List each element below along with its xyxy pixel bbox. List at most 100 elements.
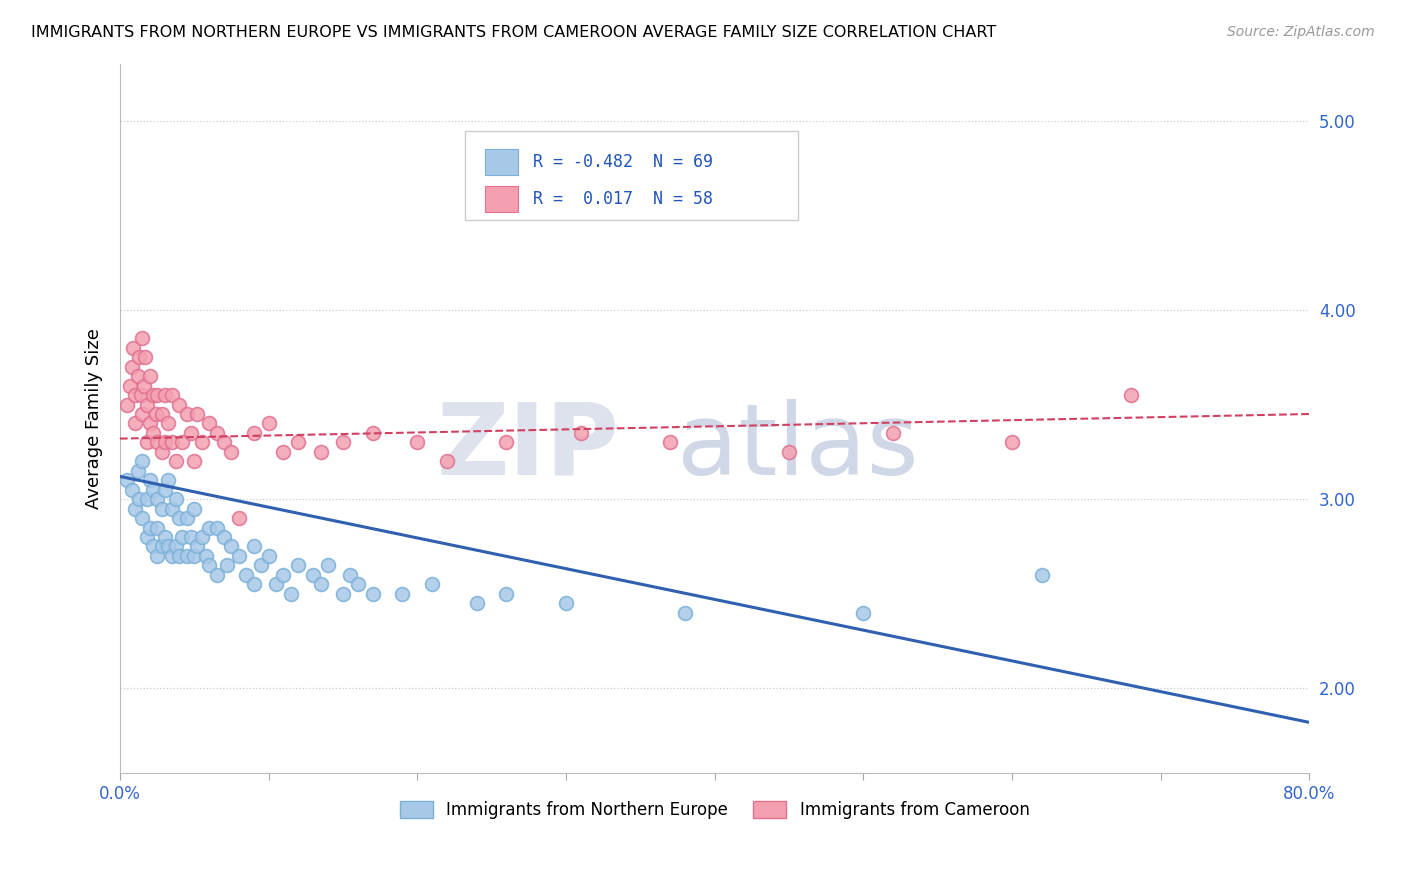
Point — [124, 501, 146, 516]
Point — [150, 501, 173, 516]
Point — [186, 407, 208, 421]
Point — [160, 501, 183, 516]
Point — [153, 435, 176, 450]
Point — [250, 558, 273, 573]
Point — [495, 587, 517, 601]
Point — [309, 445, 332, 459]
Point — [280, 587, 302, 601]
Point — [121, 483, 143, 497]
Point — [406, 435, 429, 450]
Point — [495, 435, 517, 450]
Point — [212, 530, 235, 544]
Point — [122, 341, 145, 355]
Point — [127, 464, 149, 478]
Point — [228, 549, 250, 563]
Point — [150, 445, 173, 459]
Point — [235, 567, 257, 582]
Point — [156, 540, 179, 554]
Point — [156, 473, 179, 487]
FancyBboxPatch shape — [485, 186, 519, 211]
Point — [180, 425, 202, 440]
Point — [198, 417, 221, 431]
Point — [273, 445, 295, 459]
Point — [1001, 435, 1024, 450]
Point — [128, 351, 150, 365]
Point — [205, 425, 228, 440]
Legend: Immigrants from Northern Europe, Immigrants from Cameroon: Immigrants from Northern Europe, Immigra… — [392, 794, 1036, 825]
Point — [132, 378, 155, 392]
Point — [257, 549, 280, 563]
Point — [465, 596, 488, 610]
Point — [176, 549, 198, 563]
Point — [120, 378, 142, 392]
Point — [146, 492, 169, 507]
Point — [129, 388, 152, 402]
FancyBboxPatch shape — [465, 131, 797, 220]
Point — [287, 435, 309, 450]
Point — [138, 417, 160, 431]
Text: Source: ZipAtlas.com: Source: ZipAtlas.com — [1227, 25, 1375, 39]
Point — [391, 587, 413, 601]
Point — [195, 549, 218, 563]
Point — [659, 435, 682, 450]
Point — [169, 549, 191, 563]
Point — [135, 530, 157, 544]
Point — [169, 398, 191, 412]
Point — [153, 483, 176, 497]
Point — [160, 549, 183, 563]
Point — [205, 520, 228, 534]
Point — [242, 577, 264, 591]
Point — [180, 530, 202, 544]
Point — [309, 577, 332, 591]
Point — [169, 511, 191, 525]
Point — [316, 558, 339, 573]
Point — [221, 445, 243, 459]
Point — [273, 567, 295, 582]
Point — [257, 417, 280, 431]
Point — [146, 388, 169, 402]
Point — [287, 558, 309, 573]
Point — [142, 540, 165, 554]
Point — [1031, 567, 1053, 582]
Point — [156, 417, 179, 431]
Point — [221, 540, 243, 554]
Point — [135, 435, 157, 450]
Point — [160, 435, 183, 450]
Point — [302, 567, 325, 582]
Point — [436, 454, 458, 468]
Point — [190, 530, 212, 544]
Text: R = -0.482  N = 69: R = -0.482 N = 69 — [533, 153, 713, 171]
Point — [166, 492, 188, 507]
Point — [153, 388, 176, 402]
Point — [1119, 388, 1142, 402]
Point — [215, 558, 238, 573]
Point — [131, 511, 153, 525]
Point — [124, 417, 146, 431]
Point — [131, 331, 153, 345]
Point — [172, 530, 194, 544]
Point — [135, 492, 157, 507]
Point — [146, 520, 169, 534]
Text: ZIP: ZIP — [437, 399, 620, 496]
Point — [332, 587, 354, 601]
Point — [339, 567, 361, 582]
Point — [198, 520, 221, 534]
FancyBboxPatch shape — [485, 149, 519, 175]
Text: atlas: atlas — [678, 399, 918, 496]
Point — [569, 425, 592, 440]
Point — [160, 388, 183, 402]
Point — [673, 606, 696, 620]
Point — [346, 577, 368, 591]
Point — [176, 511, 198, 525]
Point — [127, 369, 149, 384]
Point — [242, 425, 264, 440]
Point — [150, 407, 173, 421]
Point — [190, 435, 212, 450]
Point — [176, 407, 198, 421]
Point — [361, 587, 384, 601]
Point — [121, 359, 143, 374]
Point — [205, 567, 228, 582]
Point — [420, 577, 443, 591]
Point — [166, 454, 188, 468]
Point — [146, 435, 169, 450]
